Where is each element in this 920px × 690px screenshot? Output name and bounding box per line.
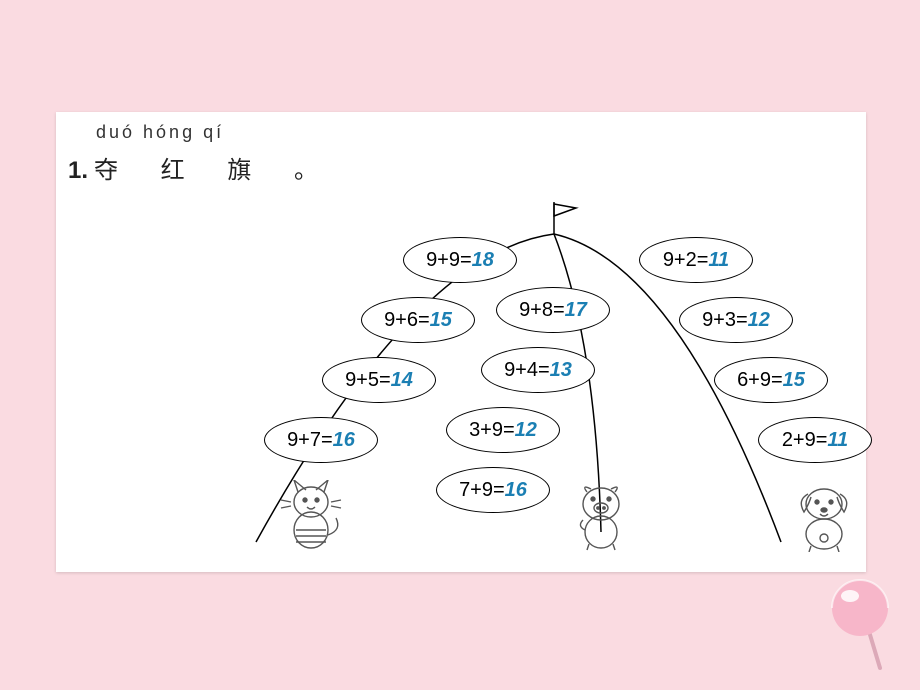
equation-text: 3+9= <box>469 419 515 441</box>
equation-bubble: 9+4=13 <box>481 347 595 393</box>
answer-text: 16 <box>505 479 527 501</box>
equation-text: 9+4= <box>504 359 550 381</box>
title-row: 1.夺 红 旗 。 <box>68 150 336 185</box>
dog-icon <box>791 482 857 552</box>
answer-text: 13 <box>550 359 572 381</box>
equation-text: 9+6= <box>384 309 430 331</box>
equation-text: 9+8= <box>519 299 565 321</box>
answer-text: 14 <box>391 369 413 391</box>
pig-icon <box>571 482 633 552</box>
equation-bubble: 6+9=15 <box>714 357 828 403</box>
equation-text: 9+7= <box>287 429 333 451</box>
title-pinyin: duó hóng qí <box>96 122 224 143</box>
equation-text: 6+9= <box>737 369 783 391</box>
answer-text: 17 <box>565 299 587 321</box>
equation-bubble: 3+9=12 <box>446 407 560 453</box>
worksheet-card: duó hóng qí 1.夺 红 旗 。 9+9=189+6=159+5=14… <box>56 112 866 572</box>
equation-bubble: 9+5=14 <box>322 357 436 403</box>
problem-number: 1. <box>68 157 88 184</box>
equation-bubble: 9+6=15 <box>361 297 475 343</box>
answer-text: 12 <box>515 419 537 441</box>
flag-icon <box>554 202 576 234</box>
equation-bubble: 9+9=18 <box>403 237 517 283</box>
equation-bubble: 9+3=12 <box>679 297 793 343</box>
equation-text: 7+9= <box>459 479 505 501</box>
mountain-diagram: 9+9=189+6=159+5=149+7=169+8=179+4=133+9=… <box>156 192 776 562</box>
equation-text: 2+9= <box>782 429 828 451</box>
lollipop-icon <box>822 572 902 672</box>
equation-bubble: 9+7=16 <box>264 417 378 463</box>
equation-text: 9+5= <box>345 369 391 391</box>
answer-text: 11 <box>708 249 729 271</box>
equation-bubble: 2+9=11 <box>758 417 872 463</box>
equation-bubble: 9+2=11 <box>639 237 753 283</box>
equation-bubble: 9+8=17 <box>496 287 610 333</box>
problem-title: 夺 红 旗 。 <box>94 157 336 184</box>
answer-text: 15 <box>783 369 805 391</box>
cat-icon <box>276 480 346 552</box>
equation-text: 9+2= <box>663 249 709 271</box>
equation-text: 9+9= <box>426 249 472 271</box>
answer-text: 18 <box>472 249 494 271</box>
answer-text: 16 <box>333 429 355 451</box>
answer-text: 12 <box>748 309 770 331</box>
answer-text: 11 <box>827 429 848 451</box>
equation-text: 9+3= <box>702 309 748 331</box>
equation-bubble: 7+9=16 <box>436 467 550 513</box>
answer-text: 15 <box>430 309 452 331</box>
